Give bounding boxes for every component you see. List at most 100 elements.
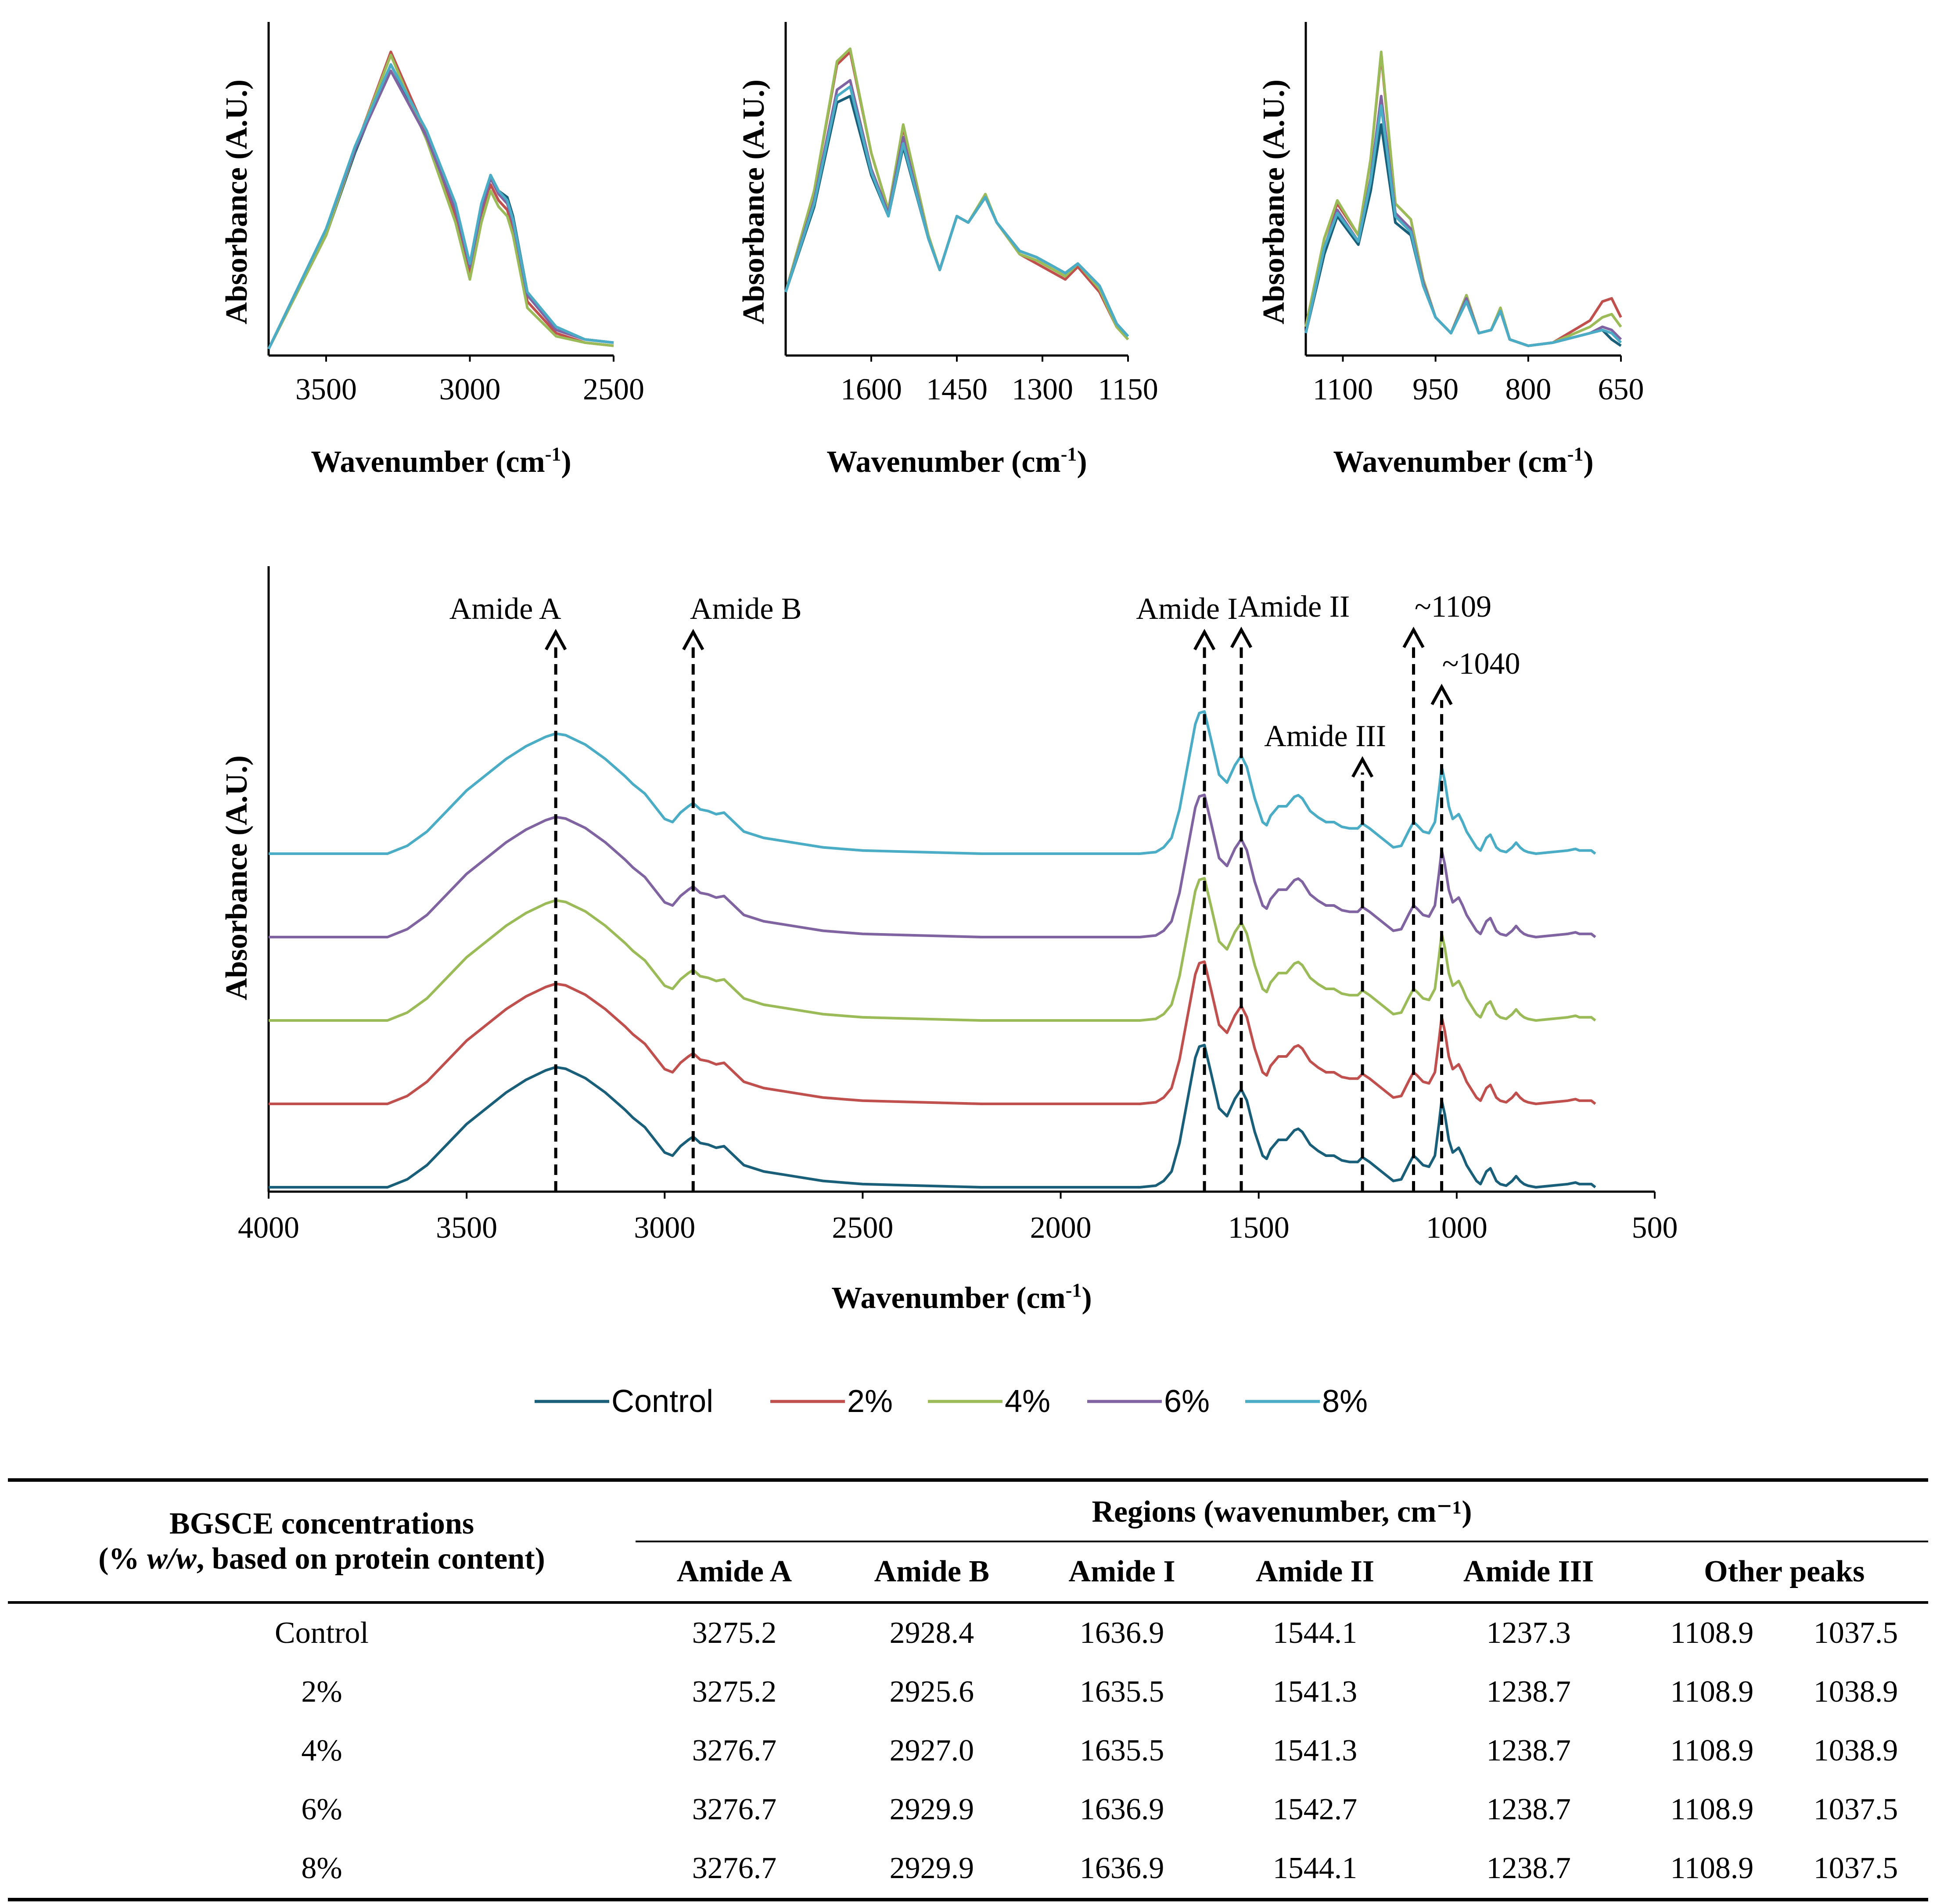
inset-series-control [267,63,614,350]
inset-tick-label: 1150 [1098,373,1158,406]
table-cell: 1108.9 [1670,1793,1754,1826]
inset-tick-label: 3500 [295,373,357,406]
main-y-axis-label: Absorbance (A.U.) [220,755,254,1000]
table-cell: 1635.5 [1079,1734,1164,1767]
table-cell: 1541.3 [1272,1675,1358,1709]
table-cell: 1544.1 [1213,1839,1417,1901]
legend-item-2pct: 2% [770,1384,893,1419]
table-cell: 3275.2 [692,1616,777,1650]
table-cell: 3276.7 [692,1734,777,1767]
main-x-axis-label: Wavenumber (cm-1) [831,1279,1092,1315]
table-cell: 3275.2 [692,1675,777,1709]
legend-item-8pct: 8% [1245,1384,1368,1419]
table-cell: 1635.5 [1079,1675,1164,1709]
table-cell: 1037.5 [1783,1839,1928,1901]
table-cell: 1636.9 [1079,1793,1164,1826]
annotation-label: Amide III [1264,719,1386,753]
table-cell: 1238.7 [1416,1839,1641,1901]
annotation-label: Amide II [1238,590,1350,624]
table-cell: 1108.9 [1640,1839,1784,1901]
table-cell: 2929.9 [833,1839,1031,1901]
inset-tick-label: 1100 [1313,373,1373,406]
main-tick-label: 1000 [1426,1211,1487,1245]
table-cell: 2927.0 [889,1734,974,1767]
table-cell: 1238.7 [1486,1675,1571,1709]
main-tick-label: 2000 [1030,1211,1092,1245]
legend-label: 4% [1005,1384,1050,1419]
annotation-label: Amide B [690,592,802,626]
inset-x-axis-label: Wavenumber (cm-1) [311,443,571,479]
inset-series-6pct [267,69,614,350]
table-col-header: Amide I [1030,1541,1214,1604]
table-cell: 1542.7 [1272,1793,1358,1826]
legend-item-6pct: 6% [1087,1384,1210,1419]
ftir-figure: 3500 3000 2500 Wavenumber (cm-1) Absorbance … [220,22,1678,1315]
legend-item-control: Control [535,1384,713,1419]
inset-chart-2: 1600 1450 1300 1150 Wavenumber (cm-1) Absorba… [737,22,1158,479]
table-cell: 1238.7 [1486,1793,1571,1826]
main-series-6pct [269,794,1596,938]
inset-tick-label: 650 [1598,373,1644,406]
main-series-2pct [269,960,1596,1105]
main-tick-label: 1500 [1228,1211,1290,1245]
header-line-1: BGSCE concentrations [169,1507,474,1541]
inset-series-4pct [1304,50,1622,347]
inset-x-axis-label: Wavenumber (cm-1) [826,443,1087,479]
table-row-label: 4% [301,1734,342,1767]
inset-series-2pct [267,50,614,350]
table-cell: 1108.9 [1670,1616,1754,1650]
inset-tick-label: 3000 [439,373,501,406]
main-tick-label: 3000 [634,1211,695,1245]
main-chart: 4000 3500 3000 2500 2000 1500 1000 500 Amide A Am… [220,566,1678,1315]
table-cell: 1541.3 [1272,1734,1358,1767]
table-col-header: Other peaks [1640,1541,1928,1604]
table-cell: 2925.6 [889,1675,974,1709]
inset-series-8pct [784,85,1129,338]
annotation-label: ~1040 [1442,647,1520,681]
table-cell: 1037.5 [1813,1793,1898,1826]
table-cell: 2929.9 [889,1793,974,1826]
annotation-arrow-head [1193,629,1216,650]
table-row-label: 2% [301,1675,342,1709]
legend-label: 6% [1164,1384,1210,1419]
table-column-headers: Amide A Amide B Amide I Amide II Amide III Ot… [8,1541,1928,1604]
inset-tick-label: 2500 [583,373,644,406]
inset-tick-label: 800 [1505,373,1551,406]
inset-chart-1: 3500 3000 2500 Wavenumber (cm-1) Absorbance … [220,22,644,479]
annotation-arrow-head [1402,626,1425,648]
inset-x-axis-label: Wavenumber (cm-1) [1333,443,1593,479]
table-cell: 1544.1 [1272,1616,1358,1650]
table-col-header: Amide III [1416,1541,1641,1604]
annotation-arrow-head [545,629,567,650]
table-cell: 1636.9 [1079,1616,1164,1650]
inset-series-8pct [267,63,614,350]
main-tick-label: 2500 [832,1211,893,1245]
inset-chart-3: 1100 950 800 650 Wavenumber (cm-1) Absorbance… [1257,22,1644,479]
inset-tick-label: 950 [1412,373,1459,406]
annotation-label: ~1109 [1415,590,1491,624]
inset-tick-label: 1600 [841,373,902,406]
annotation-arrow-head [682,629,704,650]
legend-label: Control [611,1384,713,1419]
table-row-label: 8% [8,1839,636,1901]
inset-panels: 3500 3000 2500 Wavenumber (cm-1) Absorbance … [220,22,1644,479]
table-header-concentration: BGSCE concentrations (% w/w, based on pr… [8,1478,636,1604]
table-body: Control 3275.2 2928.4 1636.9 1544.1 1237.3 110… [8,1602,1928,1901]
table-col-header: Amide B [833,1541,1031,1604]
table-cell: 1038.9 [1813,1734,1898,1767]
peak-table: BGSCE concentrations (% w/w, based on pr… [8,1478,1928,1901]
table-row-label: Control [275,1616,369,1650]
inset-y-axis-label: Absorbance (A.U.) [737,79,771,324]
table-cell: 1238.7 [1486,1734,1571,1767]
table-col-header: Amide II [1213,1541,1417,1604]
table-col-header: Amide A [636,1541,833,1604]
annotation-label: Amide I [1136,592,1237,626]
inset-series-4pct [267,54,614,350]
table-header-regions: Regions (wavenumber, cm⁻¹) [636,1478,1928,1542]
table-cell: 1108.9 [1670,1675,1754,1709]
header-line-2: (% w/w, based on protein content) [98,1542,545,1576]
table-cell: 1636.9 [1030,1839,1214,1901]
table-row: 2% 3275.2 2925.6 1635.5 1541.3 1238.7 1108.9 10… [8,1663,1928,1721]
main-series-4pct [269,877,1596,1022]
table-row: 8% 3276.7 2929.9 1636.9 1544.1 1238.7 1108.9 10… [8,1839,1928,1901]
